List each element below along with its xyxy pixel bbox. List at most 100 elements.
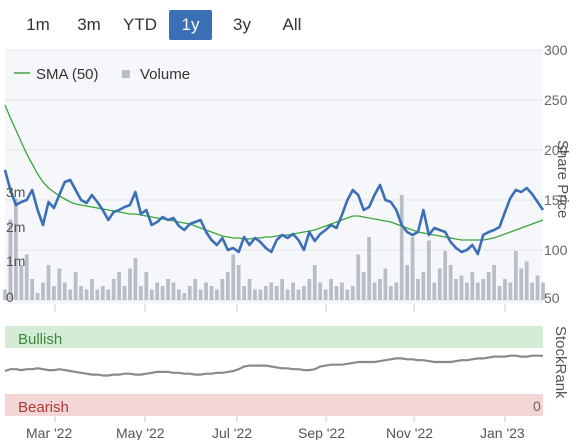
volume-bar (182, 293, 187, 300)
volume-bar (497, 286, 502, 300)
volume-bar (318, 282, 323, 300)
volume-bar (209, 286, 214, 300)
volume-bar (524, 261, 529, 300)
volume-bar (329, 279, 333, 300)
volume-bar (350, 286, 355, 300)
volume-bar (280, 279, 285, 300)
x-tick-label: May '22 (116, 425, 165, 440)
volume-bar (128, 268, 132, 300)
volume-bar (62, 282, 67, 300)
volume-bar (263, 286, 268, 300)
x-tick-label: Jan '23 (480, 425, 525, 440)
x-tick-label: Sep '22 (298, 425, 345, 440)
volume-bar (225, 272, 230, 300)
sma-line (4, 104, 544, 241)
legend-volume[interactable]: Volume (140, 66, 190, 83)
volume-bar (486, 272, 491, 300)
volume-bar (443, 251, 448, 300)
price-plot-background (5, 50, 543, 304)
volume-bar (340, 282, 344, 300)
volume-bar (106, 289, 111, 300)
price-tick: 50 (544, 290, 560, 306)
volume-bar (405, 265, 410, 300)
legend-sma[interactable]: SMA (50) (36, 66, 99, 83)
volume-bar (84, 289, 89, 300)
volume-bar (399, 195, 404, 300)
volume-bar (416, 279, 420, 300)
volume-bar (307, 279, 312, 300)
volume-bar (236, 265, 241, 300)
range-all-button[interactable]: All (282, 15, 302, 34)
volume-bar (117, 272, 122, 300)
volume-bar (448, 265, 453, 300)
price-tick: 100 (544, 242, 568, 258)
volume-bar (68, 289, 73, 300)
volume-bar (437, 268, 442, 300)
volume-bar (312, 265, 317, 300)
volume-bar (19, 265, 24, 300)
volume-bar (274, 286, 279, 300)
range-ytd-button[interactable]: YTD (123, 15, 157, 34)
volume-bar (111, 279, 116, 300)
volume-bar (361, 272, 366, 300)
x-tick-label: Jul '22 (212, 425, 252, 440)
volume-tick: 2m (6, 219, 25, 235)
volume-bar (481, 279, 486, 300)
volume-bar (519, 268, 524, 300)
x-axis-ticks (54, 304, 506, 422)
volume-tick: 3m (6, 184, 25, 200)
volume-legend-swatch (122, 70, 130, 78)
volume-bar (231, 254, 236, 300)
volume-bar (383, 268, 388, 300)
volume-bar (166, 279, 170, 300)
volume-bar (30, 279, 35, 300)
volume-bar (3, 289, 7, 300)
volume-bar (432, 282, 437, 300)
volume-bar (302, 286, 306, 300)
volume-bar (41, 282, 45, 300)
volume-bar (541, 282, 545, 300)
volume-bar (426, 240, 431, 300)
price-tick: 150 (544, 192, 568, 208)
volume-bar (253, 289, 257, 300)
volume-bar (95, 289, 100, 300)
volume-bar (57, 268, 62, 300)
price-tick: 250 (544, 92, 568, 108)
volume-bars (3, 195, 545, 300)
range-1y-button[interactable]: 1y (169, 10, 212, 40)
volume-bar (177, 289, 181, 300)
range-3y-button[interactable]: 3y (233, 15, 251, 34)
volume-bar (356, 254, 361, 300)
volume-bar (388, 286, 393, 300)
x-tick-label: Mar '22 (26, 425, 72, 440)
range-1m-button[interactable]: 1m (26, 15, 50, 34)
volume-bar (198, 289, 203, 300)
volume-bar (122, 286, 127, 300)
price-axis-ticks: 300 250 200 150 100 50 (544, 42, 568, 306)
volume-bar (372, 282, 377, 300)
stockrank-axis-title: StockRank (552, 326, 569, 399)
volume-bar (187, 286, 192, 300)
volume-bar (291, 282, 295, 300)
volume-bar (378, 279, 382, 300)
volume-bar (296, 289, 301, 300)
volume-bar (503, 279, 507, 300)
volume-bar (258, 289, 263, 300)
volume-bar (465, 282, 469, 300)
volume-bar (149, 289, 154, 300)
volume-bar (215, 289, 219, 300)
volume-bar (138, 286, 143, 300)
volume-bar (459, 275, 464, 300)
price-tick: 200 (544, 142, 568, 158)
volume-bar (8, 219, 13, 300)
volume-bar (155, 282, 160, 300)
volume-bar (171, 282, 176, 300)
volume-bar (13, 198, 18, 300)
volume-tick: 1m (6, 253, 25, 269)
volume-bar (394, 282, 399, 300)
volume-bar (160, 286, 165, 300)
range-3m-button[interactable]: 3m (77, 15, 101, 34)
volume-bar (52, 286, 56, 300)
bullish-band (5, 326, 543, 348)
